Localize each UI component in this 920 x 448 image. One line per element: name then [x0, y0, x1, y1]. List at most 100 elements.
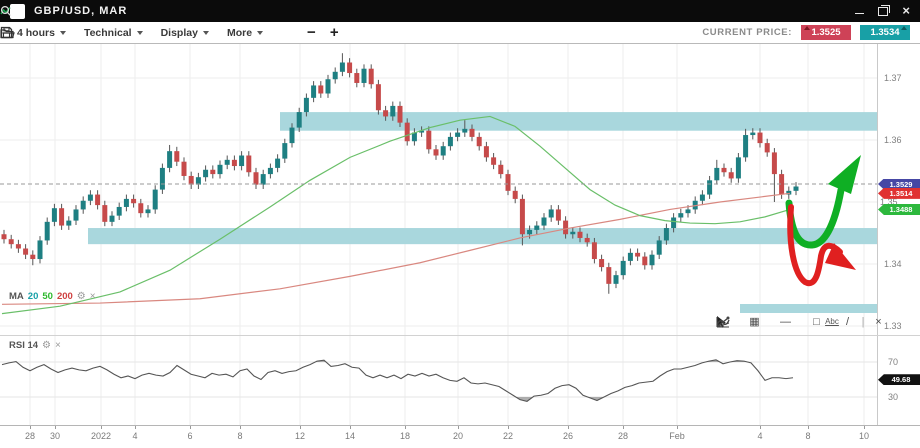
time-tick-mark [350, 426, 351, 429]
zoom-out-button[interactable]: − [307, 26, 316, 40]
rsi-remove-icon[interactable]: × [55, 340, 61, 351]
candle-body [95, 195, 100, 206]
candle-body [390, 106, 395, 117]
time-tick-label: 8 [237, 431, 242, 441]
ma-name: MA [9, 291, 24, 302]
candle-body [671, 218, 676, 229]
candle-body [650, 255, 655, 266]
time-tick-label: 18 [400, 431, 410, 441]
tool-grid-icon[interactable]: ▦ [747, 314, 762, 330]
candle-body [318, 85, 323, 93]
price-chart[interactable] [0, 44, 920, 335]
time-tick-label: 22 [503, 431, 513, 441]
time-tick-label: 12 [295, 431, 305, 441]
drawing-toolbar: ▦—□Abc/|× [716, 312, 886, 331]
candle-body [275, 159, 280, 168]
candle-body [736, 157, 741, 178]
candle-body [714, 168, 719, 180]
candle-body [491, 157, 496, 164]
rsi-tick-label: 30 [888, 392, 898, 402]
time-tick-mark [240, 426, 241, 429]
time-tick-mark [808, 426, 809, 429]
price-zone [88, 228, 877, 244]
candle-body [290, 128, 295, 144]
candle-body [189, 176, 194, 185]
technical-dropdown[interactable]: Technical [75, 27, 152, 39]
candle-body [74, 209, 79, 220]
candle-body [81, 201, 86, 210]
price-zone [280, 112, 877, 131]
zoom-in-button[interactable]: + [330, 26, 339, 40]
tool-trendline-icon[interactable] [794, 314, 809, 330]
display-dropdown[interactable]: Display [152, 27, 218, 39]
time-tick-label: 10 [859, 431, 869, 441]
candle-body [239, 156, 244, 167]
app-logo-icon [10, 4, 25, 19]
rsi-indicator-label: RSI 14 ⚙ × [9, 340, 61, 351]
ma-settings-gear-icon[interactable]: ⚙ [77, 291, 86, 302]
candle-body [542, 218, 547, 226]
chevron-down-icon [137, 31, 143, 35]
candle-body [585, 238, 590, 242]
tool-text-icon[interactable]: Abc [825, 314, 840, 330]
rsi-settings-gear-icon[interactable]: ⚙ [42, 340, 51, 351]
rsi-pane[interactable] [0, 335, 920, 425]
candle-body [59, 208, 64, 225]
candle-body [362, 69, 367, 83]
candle-body [635, 253, 640, 257]
candle-body [592, 242, 597, 259]
candle-body [203, 170, 208, 177]
candle-body [146, 209, 151, 213]
candle-body [297, 112, 302, 128]
candle-body [794, 187, 799, 191]
rsi-value-badge: 49.68 [878, 374, 920, 385]
candle-body [153, 190, 158, 210]
candle-body [448, 137, 453, 146]
candle-body [326, 79, 331, 93]
time-tick-mark [864, 426, 865, 429]
time-tick-label: 2022 [91, 431, 111, 441]
chevron-down-icon [60, 31, 66, 35]
close-button[interactable]: × [902, 6, 910, 16]
time-tick-label: 28 [618, 431, 628, 441]
pane-separator[interactable] [0, 335, 920, 336]
candle-body [131, 199, 136, 203]
candle-body [30, 255, 35, 259]
ma50-price-badge: 1.3488 [878, 204, 920, 215]
restore-button[interactable] [878, 7, 888, 16]
candle-body [556, 209, 561, 220]
candle-body [232, 160, 237, 166]
tool-horizontal-line-icon[interactable]: — [778, 314, 793, 330]
time-tick-mark [760, 426, 761, 429]
current-price-label: CURRENT PRICE: [702, 27, 792, 38]
more-dropdown[interactable]: More [218, 27, 272, 39]
candle-body [218, 165, 223, 174]
candle-body [441, 146, 446, 155]
candle-body [462, 129, 467, 133]
chevron-down-icon [257, 31, 263, 35]
candle-body [23, 249, 28, 255]
time-tick-label: 20 [453, 431, 463, 441]
ma200-price-badge: 1.3514 [878, 188, 920, 199]
tool-freehand-icon[interactable] [732, 314, 747, 330]
ma-period-20: 20 [28, 291, 39, 302]
candle-body [455, 133, 460, 137]
tool-diagonal-line-icon[interactable]: / [840, 314, 855, 330]
candle-body [340, 63, 345, 72]
ask-value: 1.3534 [870, 27, 899, 38]
time-tick-label: 8 [805, 431, 810, 441]
candle-body [498, 165, 503, 174]
tool-rectangle-icon[interactable]: □ [809, 314, 824, 330]
minimize-button[interactable] [855, 13, 864, 14]
tool-angle-icon[interactable] [763, 314, 778, 330]
rsi-name: RSI 14 [9, 340, 38, 351]
timeframe-dropdown[interactable]: 4 hours [8, 27, 75, 39]
candle-body [383, 110, 388, 116]
candle-body [621, 261, 626, 275]
candle-body [102, 205, 107, 222]
ma-remove-icon[interactable]: × [90, 291, 96, 302]
time-tick-mark [135, 426, 136, 429]
price-tick-label: 1.37 [884, 73, 902, 83]
candle-body [772, 152, 777, 174]
